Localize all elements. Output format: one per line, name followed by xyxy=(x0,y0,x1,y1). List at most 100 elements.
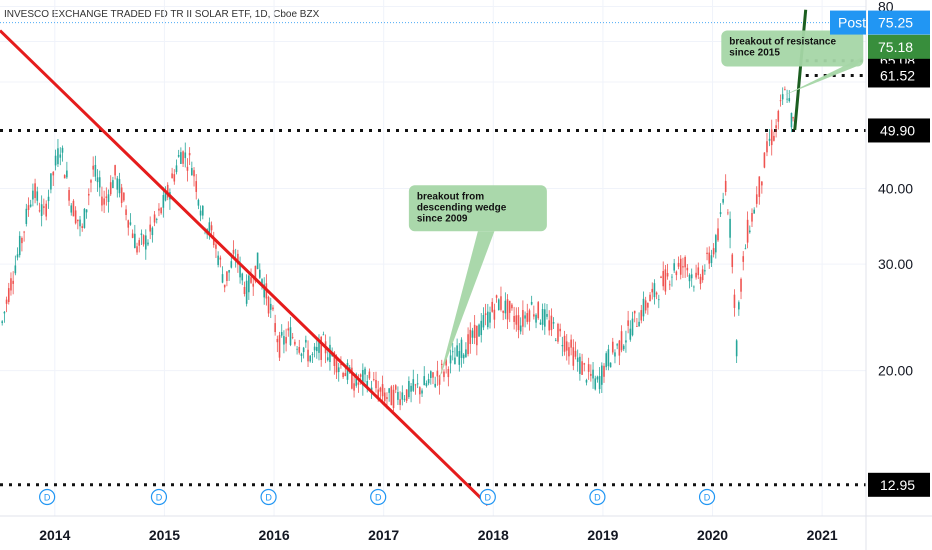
candle-body xyxy=(210,225,213,231)
dividend-marker-label: D xyxy=(265,493,272,503)
candle-body xyxy=(191,168,193,176)
candle-body xyxy=(761,181,763,186)
candle-body xyxy=(727,212,729,214)
candle-body xyxy=(5,299,8,304)
candle-body xyxy=(98,177,101,188)
candle-body xyxy=(388,388,390,393)
candle-body xyxy=(746,219,749,243)
candle-body xyxy=(706,252,708,255)
candle-body xyxy=(386,397,388,399)
candle-body xyxy=(504,300,507,314)
candle-body xyxy=(421,390,423,394)
candle-body xyxy=(276,338,279,343)
candle-body xyxy=(775,125,777,129)
candle-body xyxy=(416,383,419,385)
candle-body xyxy=(677,262,680,267)
candle-body xyxy=(239,262,241,278)
dividend-marker[interactable] xyxy=(589,488,606,506)
candle-body xyxy=(502,310,504,313)
candle-body xyxy=(763,152,766,168)
callout-box[interactable] xyxy=(721,30,864,67)
candle-body xyxy=(118,179,121,194)
candle-body xyxy=(127,220,130,228)
candle-body xyxy=(497,299,500,310)
candle-body xyxy=(16,254,19,258)
dividend-marker[interactable] xyxy=(698,488,716,506)
candle-body xyxy=(768,138,771,141)
candle-body xyxy=(177,155,180,157)
candle-body xyxy=(735,340,738,357)
dividend-marker[interactable] xyxy=(479,488,496,506)
candle-body xyxy=(710,255,713,264)
dividend-marker[interactable] xyxy=(370,488,387,506)
candle-body xyxy=(598,376,601,390)
candle-body xyxy=(272,307,274,310)
candle-body xyxy=(649,294,651,302)
dividend-marker-label: D xyxy=(485,493,492,503)
candle-body xyxy=(134,233,136,249)
candle-body xyxy=(401,392,404,400)
candle-body xyxy=(565,341,568,351)
candle-body xyxy=(77,219,79,222)
candle-body xyxy=(587,364,590,372)
candle-body xyxy=(579,356,581,374)
dividend-marker[interactable] xyxy=(150,488,168,506)
candle-body xyxy=(105,196,108,198)
candle-body xyxy=(701,269,704,281)
candle-body xyxy=(162,195,165,208)
breakout-trendline[interactable] xyxy=(793,9,808,131)
dividend-marker[interactable] xyxy=(260,488,277,506)
candle-body xyxy=(508,300,511,313)
candle-body xyxy=(318,341,320,353)
candle-body xyxy=(414,384,417,386)
candle-body xyxy=(47,196,50,202)
candle-body xyxy=(770,129,773,146)
candle-body xyxy=(151,227,154,236)
dividend-marker[interactable] xyxy=(39,488,56,506)
candle-body xyxy=(456,345,458,357)
candle-body xyxy=(440,363,443,365)
candle-body xyxy=(622,345,625,350)
callout-pointer xyxy=(783,56,864,96)
candle-body xyxy=(381,384,384,397)
x-tick-label: 2014 xyxy=(39,527,70,543)
candle-body xyxy=(195,181,198,192)
dividend-marker-label: D xyxy=(375,493,382,503)
candle-body xyxy=(583,363,586,365)
candle-body xyxy=(766,141,768,153)
candle-body xyxy=(487,311,489,328)
descending-trendline[interactable] xyxy=(0,29,489,506)
x-tick-label: 2019 xyxy=(587,527,618,543)
candle-body xyxy=(438,376,441,385)
candle-body xyxy=(228,270,230,273)
candle-body xyxy=(180,152,182,164)
candle-body xyxy=(302,347,305,353)
candle-body xyxy=(647,302,649,308)
candle-body xyxy=(175,165,178,173)
candle-body xyxy=(94,164,97,177)
candle-body xyxy=(291,336,294,338)
candle-body xyxy=(337,367,340,373)
level-price-tag xyxy=(868,118,930,143)
candle-body xyxy=(491,301,493,312)
candle-body xyxy=(568,347,570,357)
candle-body xyxy=(87,193,90,196)
callout-box[interactable] xyxy=(408,185,547,232)
candle-body xyxy=(230,261,233,268)
candle-body xyxy=(52,171,55,176)
x-tick-label: 2017 xyxy=(368,527,399,543)
post-price-tag xyxy=(868,10,930,35)
candle-body xyxy=(458,351,461,365)
candle-body xyxy=(482,315,485,328)
candle-body xyxy=(136,246,138,253)
candle-body xyxy=(495,295,498,298)
candle-body xyxy=(153,214,156,223)
candle-body xyxy=(445,359,447,366)
candle-body xyxy=(201,205,204,216)
candle-body xyxy=(335,356,338,373)
candle-body xyxy=(320,336,322,360)
candle-body xyxy=(74,210,77,224)
x-tick-label: 2016 xyxy=(258,527,289,543)
candle-body xyxy=(252,283,255,287)
